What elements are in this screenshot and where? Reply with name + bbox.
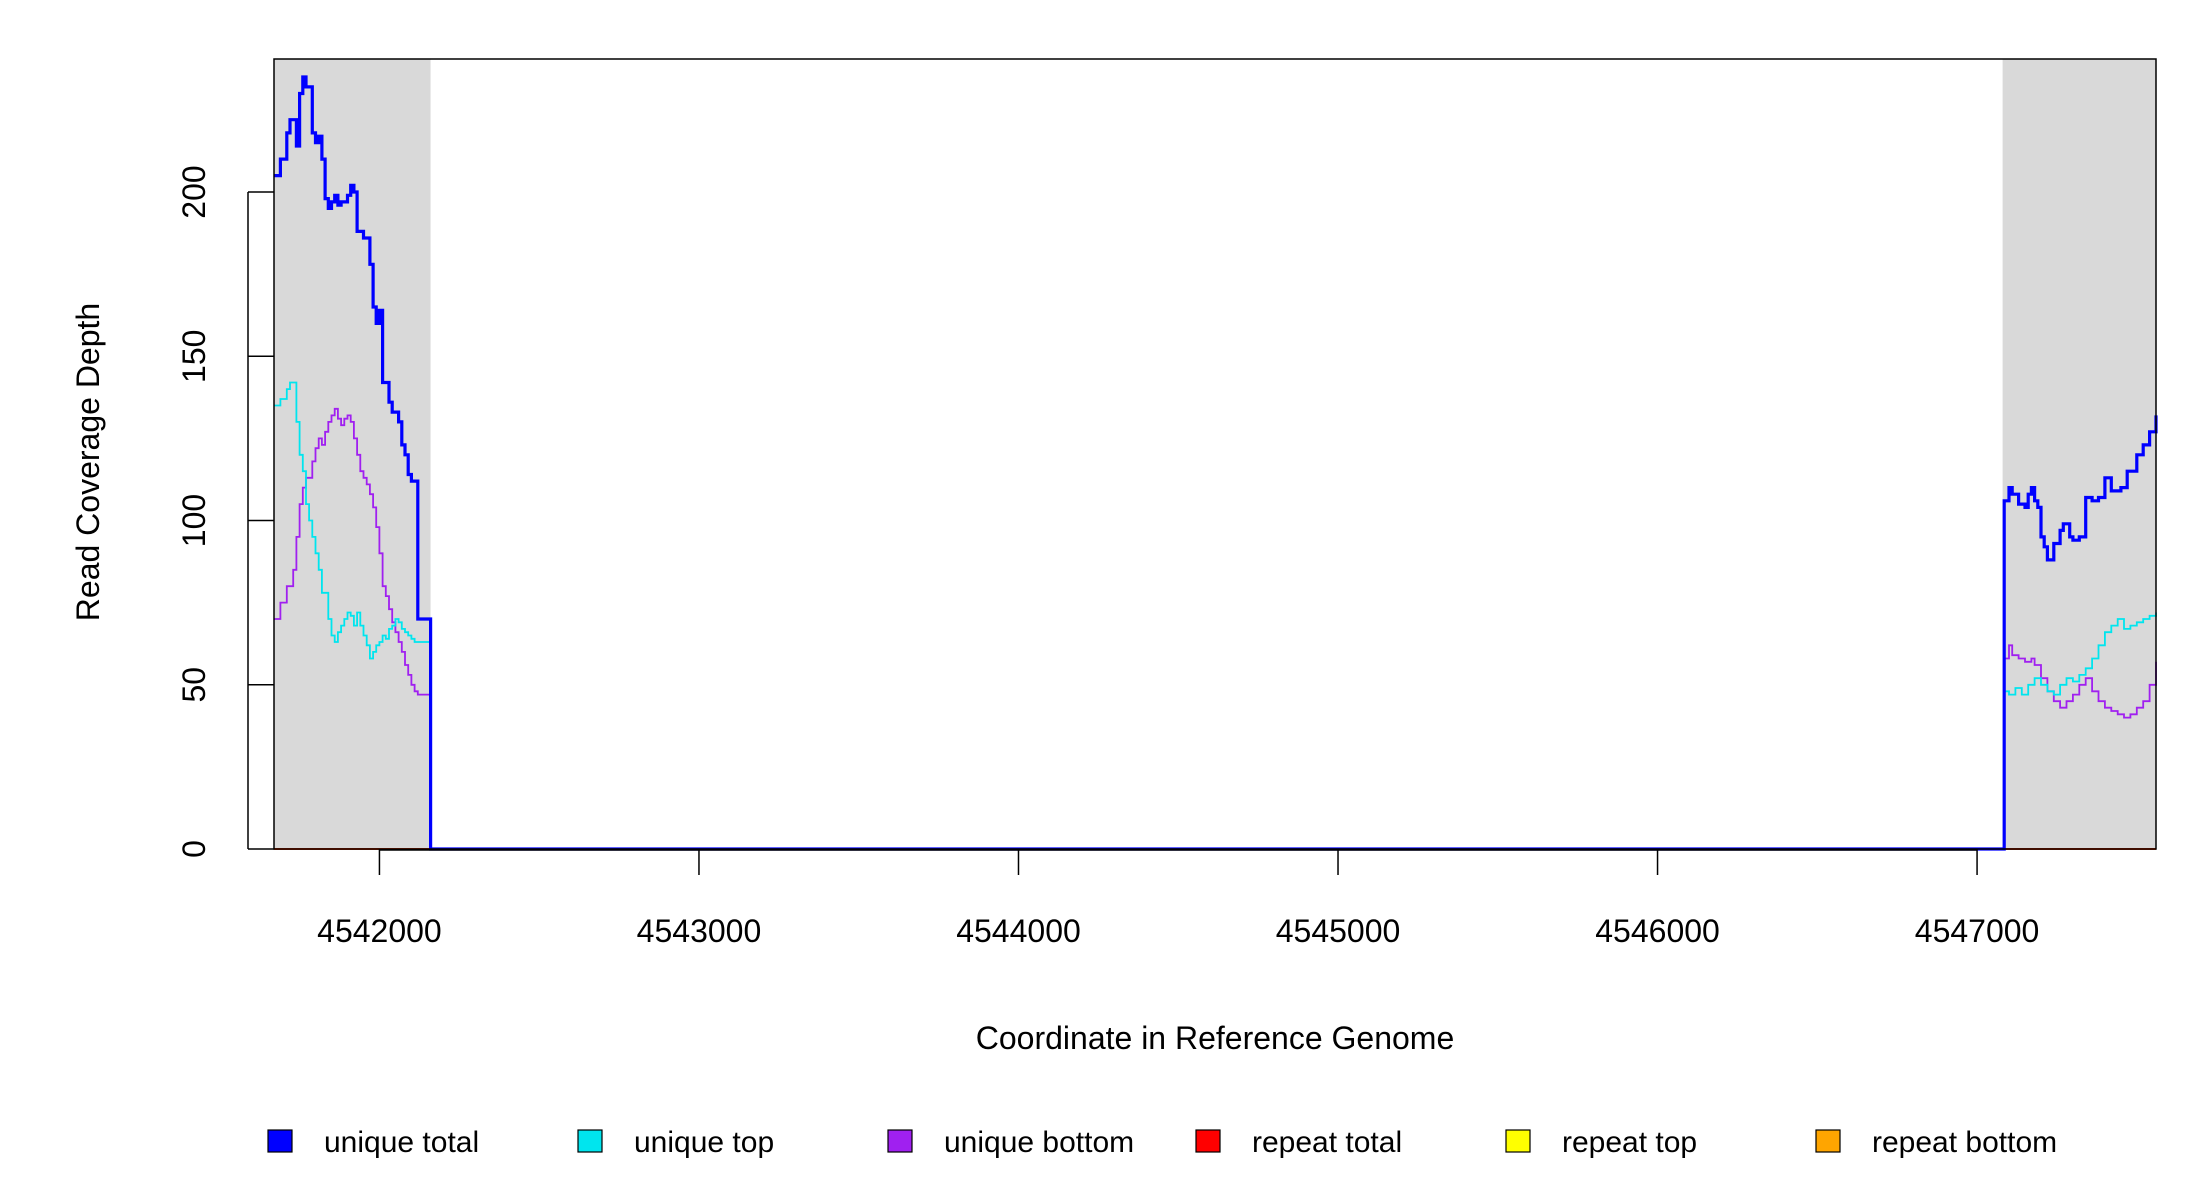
shaded-region-1 [2002, 59, 2156, 849]
y-tick-label: 50 [176, 667, 212, 703]
series-line-unique-total [274, 75, 2158, 851]
legend-label: unique bottom [944, 1126, 1134, 1159]
legend-label: unique top [634, 1126, 774, 1159]
x-tick-label: 4547000 [1915, 913, 2040, 949]
x-tick-label: 4545000 [1276, 913, 1401, 949]
series-line-unique-bottom [274, 407, 2157, 850]
plot-frame [273, 58, 2157, 850]
shaded-regions [274, 59, 2156, 849]
legend-label: repeat total [1252, 1126, 1402, 1159]
legend-swatch [1815, 1129, 1841, 1153]
x-axis: 4542000 4543000 4544000 4545000 4546000 45470… [317, 849, 2039, 949]
x-tick-label: 4543000 [637, 913, 762, 949]
series-line-unique-top [274, 381, 2157, 850]
y-tick-label: 0 [176, 840, 212, 858]
y-tick-label: 150 [176, 330, 212, 383]
legend-swatch [1195, 1129, 1221, 1153]
series-lines [274, 75, 2158, 851]
x-axis-label: Coordinate in Reference Genome [976, 1020, 1455, 1056]
x-tick-label: 4546000 [1595, 913, 1720, 949]
y-axis-label: Read Coverage Depth [70, 303, 106, 621]
y-tick-label: 200 [176, 165, 212, 218]
y-axis: 0 50 100 150 200 [176, 165, 274, 858]
legend-swatch [267, 1129, 293, 1153]
legend-swatch [1505, 1129, 1531, 1153]
legend-swatch [887, 1129, 913, 1153]
x-tick-label: 4542000 [317, 913, 442, 949]
legend-label: unique total [324, 1126, 479, 1159]
legend: unique total unique top unique bottom repea… [267, 1126, 2057, 1159]
legend-label: repeat bottom [1872, 1126, 2057, 1159]
y-tick-label: 100 [176, 494, 212, 547]
legend-swatch [577, 1129, 603, 1153]
legend-label: repeat top [1562, 1126, 1697, 1159]
x-tick-label: 4544000 [956, 913, 1081, 949]
